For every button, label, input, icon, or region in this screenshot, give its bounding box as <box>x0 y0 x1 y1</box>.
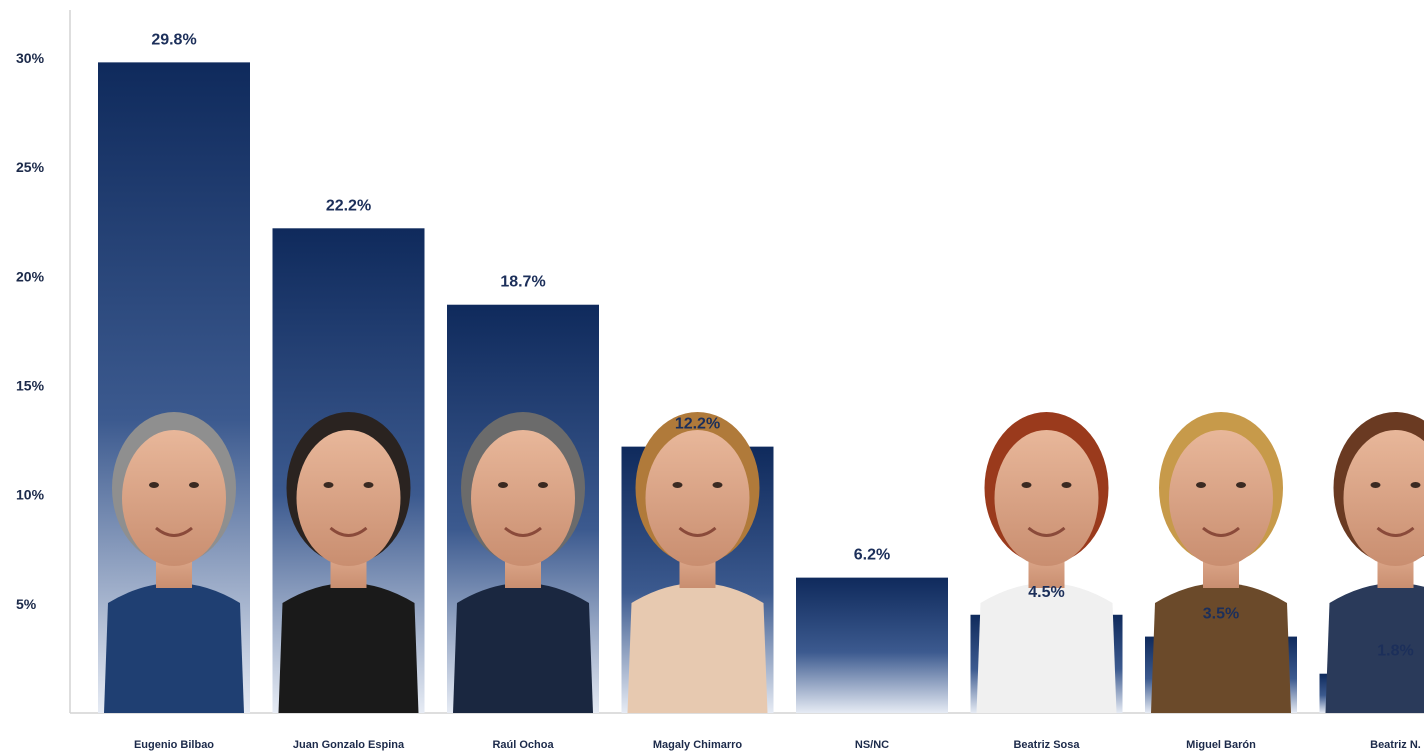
category-label: Juan Gonzalo Espina <box>293 739 405 751</box>
data-label: 1.8% <box>1377 643 1413 660</box>
candidate-photo <box>278 412 419 713</box>
candidate-photos <box>104 412 1424 713</box>
y-tick-label: 20% <box>16 268 45 284</box>
category-label: Eugenio Bilbao <box>134 739 214 751</box>
category-label: NS/NC <box>855 739 889 751</box>
category-label: Magaly Chimarro <box>653 739 743 751</box>
category-label: Raúl Ochoa <box>492 739 554 751</box>
bar <box>796 577 948 713</box>
category-label: Beatriz N. <box>1370 739 1421 751</box>
candidate-photo <box>453 412 593 713</box>
candidate-photo <box>1325 412 1424 713</box>
category-label: Miguel Barón <box>1186 739 1256 751</box>
y-tick-label: 25% <box>16 159 45 175</box>
candidate-photo <box>1151 412 1291 713</box>
data-label: 6.2% <box>854 547 890 564</box>
y-tick-label: 5% <box>16 596 37 612</box>
data-label: 3.5% <box>1203 606 1239 623</box>
data-labels: 29.8% 22.2% 18.7% 12.2% 6.2% 4.5% 3.5% 1.8% <box>151 31 1413 659</box>
data-label: 4.5% <box>1028 584 1064 601</box>
data-label: 18.7% <box>500 274 545 291</box>
y-tick-label: 10% <box>16 487 45 503</box>
candidate-photo <box>104 412 244 713</box>
candidate-photo <box>976 412 1117 713</box>
category-labels: Eugenio Bilbao Juan Gonzalo Espina Raúl Oc… <box>134 739 1421 751</box>
data-label: 12.2% <box>675 416 720 433</box>
data-label: 22.2% <box>326 197 371 214</box>
category-label: Beatriz Sosa <box>1013 739 1080 751</box>
y-tick-label: 30% <box>16 50 45 66</box>
y-tick-label: 15% <box>16 378 45 394</box>
data-label: 29.8% <box>151 31 196 48</box>
candidate-photo <box>627 412 768 713</box>
